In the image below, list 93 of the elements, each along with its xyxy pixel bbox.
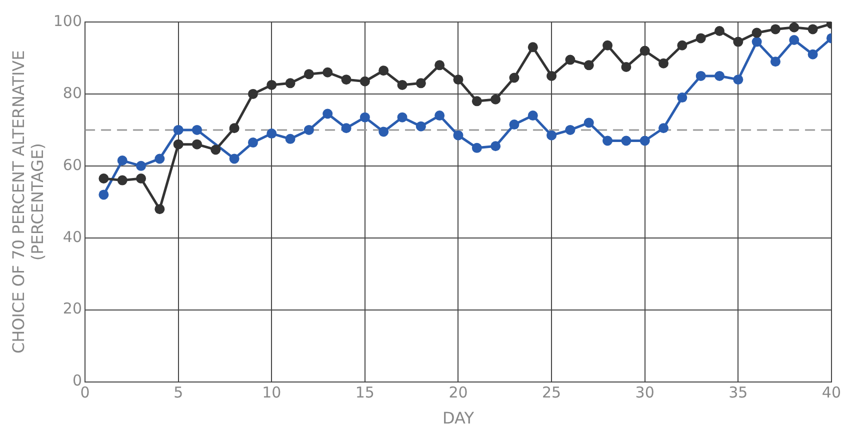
point	[192, 139, 202, 150]
point	[397, 80, 408, 90]
x-tick-label: 25	[542, 384, 562, 402]
point	[677, 92, 688, 103]
y-tick-label: 100	[53, 12, 82, 30]
point	[546, 70, 557, 81]
point	[789, 34, 800, 45]
point	[472, 96, 482, 106]
y-tick-label: 0	[72, 372, 82, 390]
x-tick-label: 15	[355, 384, 374, 402]
y-axis-title: CHOICE OF 70 PERCENT ALTERNATIVE (PERCENTAGE)	[8, 50, 47, 354]
x-tick-label: 5	[174, 384, 184, 402]
point	[248, 138, 258, 148]
point	[770, 24, 780, 34]
point	[621, 62, 632, 72]
y-tick-label: 80	[62, 84, 82, 102]
point	[808, 49, 818, 60]
point	[154, 204, 165, 214]
point	[266, 128, 277, 139]
point	[528, 110, 538, 121]
point	[752, 28, 762, 38]
point	[434, 110, 445, 121]
point	[528, 42, 538, 52]
point	[229, 123, 240, 134]
point	[453, 130, 464, 140]
point	[229, 154, 240, 164]
point	[509, 72, 520, 83]
point	[285, 78, 296, 88]
point	[378, 66, 389, 76]
point	[808, 24, 818, 34]
point	[546, 130, 557, 140]
point	[658, 58, 669, 68]
point	[677, 40, 688, 50]
point	[621, 136, 632, 146]
point	[285, 134, 296, 144]
point	[509, 120, 520, 130]
y-tick-label: 20	[62, 300, 82, 318]
point	[789, 22, 800, 32]
point	[117, 175, 128, 186]
y-tick-label: 40	[62, 228, 82, 246]
point	[360, 76, 370, 86]
point	[752, 36, 762, 47]
point	[640, 136, 650, 146]
point	[322, 108, 333, 119]
point	[304, 69, 314, 80]
point	[584, 118, 594, 128]
point	[117, 156, 128, 166]
point	[210, 144, 221, 155]
point	[770, 56, 780, 67]
point	[602, 40, 613, 50]
point	[136, 174, 146, 184]
point	[98, 190, 109, 200]
y-tick-label: 60	[62, 156, 82, 174]
x-axis-title: DAY	[442, 408, 474, 428]
point	[584, 60, 594, 70]
point	[733, 36, 744, 47]
point	[714, 70, 724, 81]
point	[640, 46, 650, 56]
point	[472, 142, 482, 153]
point	[696, 70, 706, 81]
point	[490, 141, 501, 152]
point	[136, 160, 146, 171]
point	[173, 124, 184, 135]
point	[565, 54, 576, 65]
point	[304, 124, 314, 135]
point	[714, 26, 724, 36]
point	[341, 74, 352, 85]
x-tick-label: 10	[262, 384, 282, 402]
point	[658, 123, 669, 134]
point	[173, 139, 184, 150]
x-tick-label: 40	[822, 384, 842, 402]
point	[416, 121, 426, 132]
point	[397, 112, 408, 122]
point	[490, 94, 501, 104]
point	[192, 124, 202, 135]
x-tick-label: 30	[635, 384, 654, 402]
point	[453, 74, 464, 85]
point	[360, 112, 370, 122]
point	[248, 88, 258, 99]
point	[154, 154, 165, 164]
point	[322, 67, 333, 78]
point	[696, 33, 706, 44]
x-tick-label: 20	[448, 384, 468, 402]
point	[434, 60, 445, 70]
point	[565, 124, 576, 135]
point	[98, 174, 109, 184]
point	[378, 126, 389, 137]
point	[416, 78, 426, 88]
point	[266, 80, 277, 90]
point	[341, 123, 352, 134]
point	[602, 136, 613, 146]
x-tick-label: 35	[728, 384, 748, 402]
point	[733, 74, 744, 85]
